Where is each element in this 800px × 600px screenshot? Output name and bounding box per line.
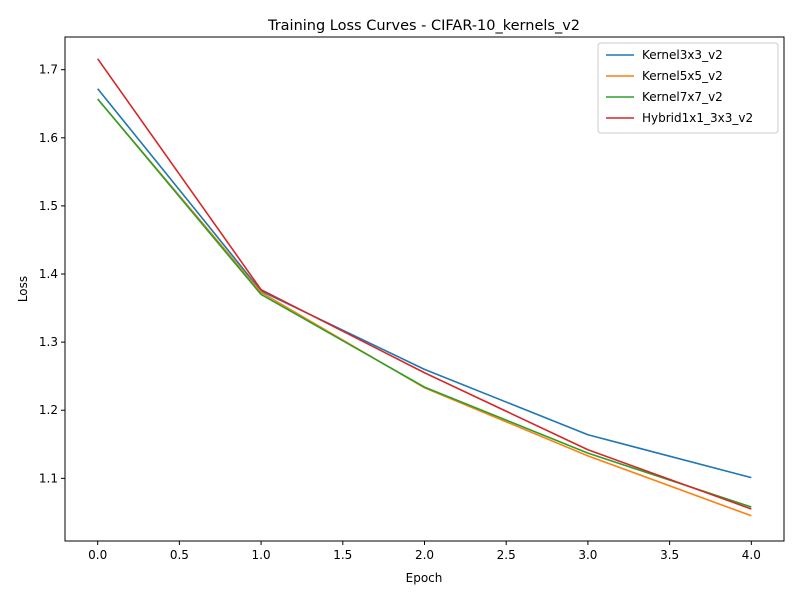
legend: Kernel3x3_v2 Kernel5x5_v2 Kernel7x7_v2 Hybr… xyxy=(597,42,779,134)
series-line-3 xyxy=(97,58,752,510)
x-tick-label: 3.5 xyxy=(660,548,679,562)
y-axis-label: Loss xyxy=(16,276,30,302)
legend-label: Hybrid1x1_3x3_v2 xyxy=(642,111,753,125)
y-tick-label: 1.5 xyxy=(39,199,58,213)
x-tick-label: 2.0 xyxy=(415,548,434,562)
x-tick-label: 0.5 xyxy=(170,548,189,562)
y-tick-label: 1.2 xyxy=(39,403,58,417)
x-tick-label: 1.5 xyxy=(333,548,352,562)
x-tick-label: 1.0 xyxy=(252,548,271,562)
x-axis-ticks: 0.0 0.5 1.0 1.5 2.0 2.5 3.0 3.5 4.0 xyxy=(88,541,761,562)
legend-label: Kernel7x7_v2 xyxy=(642,90,723,104)
legend-label: Kernel3x3_v2 xyxy=(642,48,723,62)
y-tick-label: 1.3 xyxy=(39,335,58,349)
series-line-2 xyxy=(97,98,752,508)
x-tick-label: 4.0 xyxy=(742,548,761,562)
legend-box xyxy=(597,42,779,134)
x-axis-label: Epoch xyxy=(406,571,443,585)
chart-title: Training Loss Curves - CIFAR-10_kernels_… xyxy=(267,18,580,34)
y-axis-ticks: 1.1 1.2 1.3 1.4 1.5 1.6 1.7 xyxy=(39,63,65,485)
x-tick-label: 2.5 xyxy=(497,548,516,562)
y-tick-label: 1.4 xyxy=(39,267,58,281)
y-tick-label: 1.7 xyxy=(39,63,58,77)
y-tick-label: 1.6 xyxy=(39,131,58,145)
plot-lines xyxy=(97,58,752,517)
y-tick-label: 1.1 xyxy=(39,471,58,485)
x-tick-label: 3.0 xyxy=(578,548,597,562)
legend-label: Kernel5x5_v2 xyxy=(642,69,723,83)
series-line-0 xyxy=(97,88,752,479)
x-tick-label: 0.0 xyxy=(88,548,107,562)
